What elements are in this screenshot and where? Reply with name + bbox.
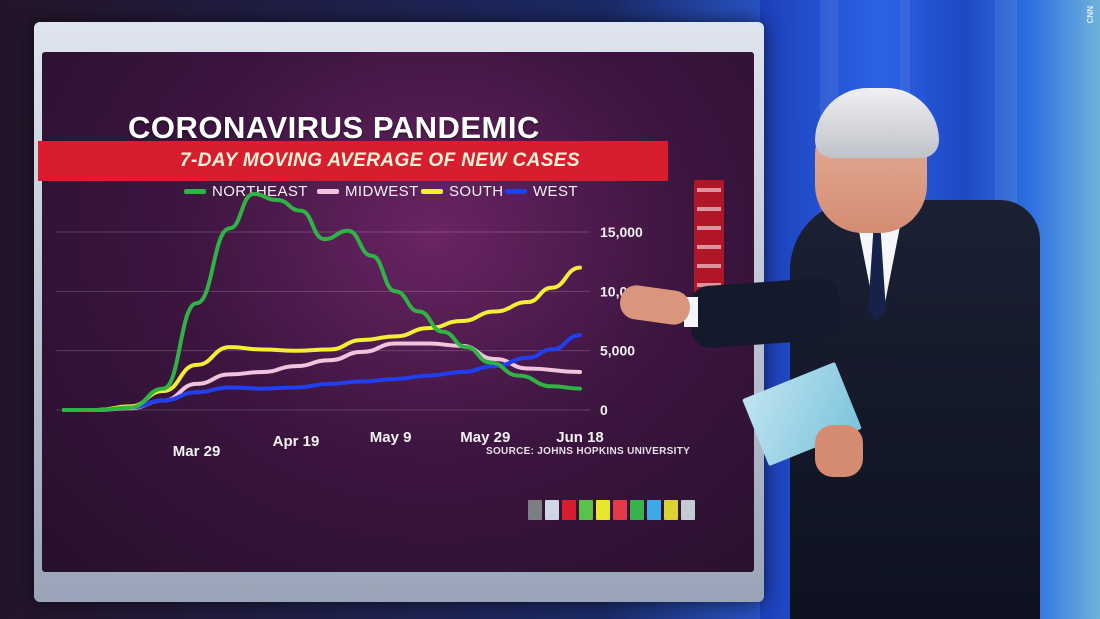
legend-item-northeast: NORTHEAST — [184, 181, 308, 201]
x-tick-label: Apr 19 — [273, 433, 320, 450]
color-swatch-button[interactable] — [596, 500, 610, 520]
legend-label-south: SOUTH — [449, 182, 504, 200]
color-swatch-button[interactable] — [562, 500, 576, 520]
presenter-hair — [815, 88, 939, 158]
legend-label-northeast: NORTHEAST — [212, 182, 308, 200]
color-swatch-button[interactable] — [579, 500, 593, 520]
legend-item-south: SOUTH — [421, 181, 504, 201]
color-swatch-button[interactable] — [664, 500, 678, 520]
side-menu-item[interactable]: REGIONAL NEW CASES — [697, 226, 721, 230]
color-swatch-button[interactable] — [630, 500, 644, 520]
presenter-tie — [868, 230, 886, 320]
chart-source: SOURCE: JOHNS HOPKINS UNIVERSITY — [486, 446, 691, 457]
screen-side-menu[interactable]: HOME TREND MAP REGIONAL NEW CASES US NEW CA… — [694, 180, 724, 300]
legend-swatch-midwest — [317, 188, 339, 194]
series-line-northeast — [62, 192, 582, 412]
x-tick-label: Jun 18 — [556, 429, 604, 446]
subtitle-banner — [38, 141, 668, 181]
x-tick-label: May 9 — [370, 429, 412, 446]
color-swatch-button[interactable] — [545, 500, 559, 520]
side-menu-item[interactable]: US NEW CASES — [697, 245, 721, 249]
series-line-south — [62, 265, 582, 412]
legend-item-west: WEST — [505, 181, 578, 201]
legend-item-midwest: MIDWEST — [317, 181, 419, 201]
x-tick-label: May 29 — [460, 429, 510, 446]
side-menu-item[interactable]: HOME — [697, 188, 721, 192]
presenter-arm — [688, 276, 842, 350]
chart-subtitle: 7-DAY MOVING AVERAGE OF NEW CASES — [180, 150, 580, 171]
color-palette[interactable] — [528, 500, 695, 520]
legend-swatch-west — [505, 188, 527, 194]
y-tick-label: 5,000 — [600, 343, 635, 359]
legend-swatch-south — [421, 188, 443, 194]
color-swatch-button[interactable] — [613, 500, 627, 520]
series-line-midwest — [62, 341, 582, 412]
series-line-west — [62, 333, 582, 412]
y-tick-label: 0 — [600, 402, 608, 418]
y-tick-label: 15,000 — [600, 224, 643, 240]
color-swatch-button[interactable] — [528, 500, 542, 520]
x-tick-label: Mar 29 — [173, 443, 221, 460]
side-menu-item[interactable]: DAILY NEW CASES — [697, 264, 721, 268]
side-menu-item[interactable]: TREND MAP — [697, 207, 721, 211]
legend-label-midwest: MIDWEST — [345, 182, 419, 200]
color-swatch-button[interactable] — [681, 500, 695, 520]
legend-swatch-northeast — [184, 188, 206, 194]
color-swatch-button[interactable] — [647, 500, 661, 520]
presenter-hand — [815, 425, 863, 477]
legend-label-west: WEST — [533, 182, 578, 200]
chart-title: CORONAVIRUS PANDEMIC — [128, 110, 540, 145]
